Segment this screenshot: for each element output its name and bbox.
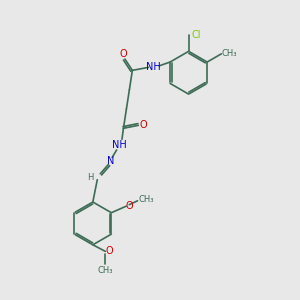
Text: CH₃: CH₃ bbox=[138, 195, 154, 204]
Text: NH: NH bbox=[112, 140, 126, 150]
Text: O: O bbox=[120, 49, 127, 59]
Text: CH₃: CH₃ bbox=[98, 266, 113, 275]
Text: N: N bbox=[107, 156, 114, 166]
Text: H: H bbox=[88, 173, 94, 182]
Text: CH₃: CH₃ bbox=[222, 49, 237, 58]
Text: NH: NH bbox=[146, 62, 161, 72]
Text: O: O bbox=[105, 246, 113, 256]
Text: Cl: Cl bbox=[191, 30, 201, 40]
Text: O: O bbox=[140, 120, 148, 130]
Text: O: O bbox=[126, 201, 134, 211]
